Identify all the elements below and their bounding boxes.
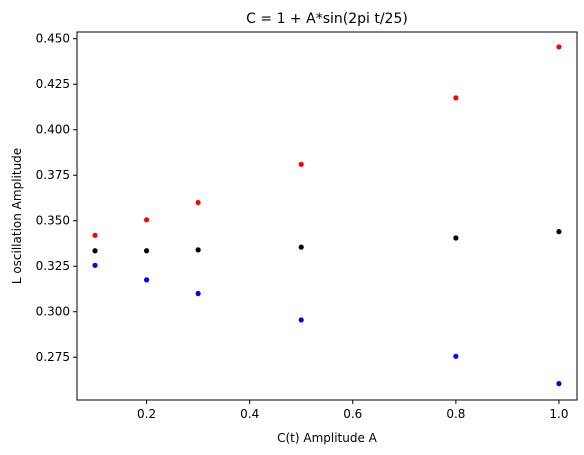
x-tick-label: 0.2	[137, 407, 156, 421]
data-point	[556, 381, 561, 386]
data-point	[92, 263, 97, 268]
x-tick-label: 0.4	[240, 407, 259, 421]
data-point	[556, 44, 561, 49]
y-tick-label: 0.350	[36, 214, 70, 228]
plot-area	[77, 32, 577, 400]
data-point	[299, 317, 304, 322]
data-point	[144, 248, 149, 253]
x-axis-label: C(t) Amplitude A	[277, 431, 378, 445]
y-tick-label: 0.300	[36, 305, 70, 319]
y-tick-label: 0.450	[36, 32, 70, 46]
data-points	[92, 44, 561, 386]
data-point	[92, 248, 97, 253]
data-point	[556, 229, 561, 234]
y-axis-label: L oscillation Amplitude	[10, 148, 24, 284]
data-point	[453, 235, 458, 240]
data-point	[299, 245, 304, 250]
data-point	[144, 217, 149, 222]
data-point	[299, 162, 304, 167]
y-axis: 0.275 0.300 0.325 0.350 0.375 0.400 0.425 0.450	[36, 32, 77, 364]
data-point	[196, 200, 201, 205]
y-tick-label: 0.375	[36, 168, 70, 182]
data-point	[92, 233, 97, 238]
x-tick-label: 1.0	[549, 407, 568, 421]
y-tick-label: 0.400	[36, 123, 70, 137]
data-point	[196, 247, 201, 252]
data-point	[196, 291, 201, 296]
x-axis: 0.2 0.4 0.6 0.8 1.0	[137, 400, 568, 421]
y-tick-label: 0.275	[36, 350, 70, 364]
x-tick-label: 0.8	[446, 407, 465, 421]
data-point	[144, 277, 149, 282]
chart-title: C = 1 + A*sin(2pi t/25)	[246, 11, 408, 27]
data-point	[453, 95, 458, 100]
y-tick-label: 0.425	[36, 77, 70, 91]
data-point	[453, 354, 458, 359]
y-tick-label: 0.325	[36, 259, 70, 273]
x-tick-label: 0.6	[343, 407, 362, 421]
